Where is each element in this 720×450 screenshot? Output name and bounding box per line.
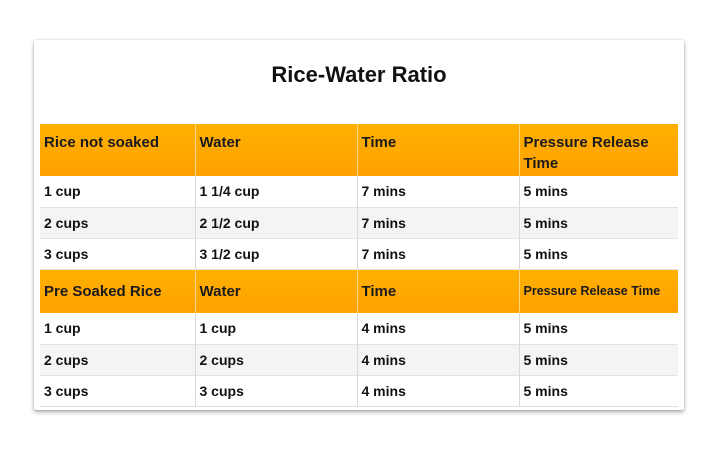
table-cell: 7 mins [357,207,520,239]
table-header-unsoaked: Rice not soaked Water Time Pressure Rele… [40,124,678,176]
table-cell: 7 mins [357,176,520,208]
table-cell: 1 cup [40,176,196,208]
table-cell: 4 mins [357,344,520,376]
table-row: 2 cups 2 1/2 cup 7 mins 5 mins [40,207,678,239]
rice-water-table: Rice not soaked Water Time Pressure Rele… [40,124,678,407]
page-title: Rice-Water Ratio [271,62,447,87]
header-cell: Water [195,269,358,313]
table-cell: 5 mins [519,207,678,239]
ratio-card: Rice-Water Ratio Rice not soaked Water T… [34,40,684,410]
table-row: 1 cup 1 1/4 cup 7 mins 5 mins [40,176,678,208]
table-cell: 5 mins [519,375,678,407]
table-cell: 3 cups [40,375,196,407]
table-cell: 3 cups [195,375,358,407]
table-cell: 2 cups [195,344,358,376]
table-row: 2 cups 2 cups 4 mins 5 mins [40,344,678,376]
table-cell: 1 cup [195,313,358,345]
table-header-presoaked: Pre Soaked Rice Water Time Pressure Rele… [40,269,678,313]
table-cell: 1 cup [40,313,196,345]
header-cell: Rice not soaked [40,124,196,176]
header-cell: Water [195,124,358,176]
header-cell: Pre Soaked Rice [40,269,196,313]
table-cell: 5 mins [519,176,678,208]
header-cell: Time [357,124,520,176]
table-cell: 2 cups [40,344,196,376]
table-row: 3 cups 3 cups 4 mins 5 mins [40,375,678,407]
table-cell: 4 mins [357,375,520,407]
table-cell: 3 1/2 cup [195,238,358,270]
table-cell: 4 mins [357,313,520,345]
table-cell: 5 mins [519,344,678,376]
table-cell: 7 mins [357,238,520,270]
table-cell: 1 1/4 cup [195,176,358,208]
table-cell: 2 cups [40,207,196,239]
table-cell: 3 cups [40,238,196,270]
table-cell: 5 mins [519,313,678,345]
table-row: 1 cup 1 cup 4 mins 5 mins [40,313,678,345]
header-cell: Time [357,269,520,313]
header-cell: Pressure Release Time [519,269,678,313]
table-cell: 2 1/2 cup [195,207,358,239]
table-cell: 5 mins [519,238,678,270]
header-cell: Pressure Release Time [519,124,678,176]
table-row: 3 cups 3 1/2 cup 7 mins 5 mins [40,238,678,270]
